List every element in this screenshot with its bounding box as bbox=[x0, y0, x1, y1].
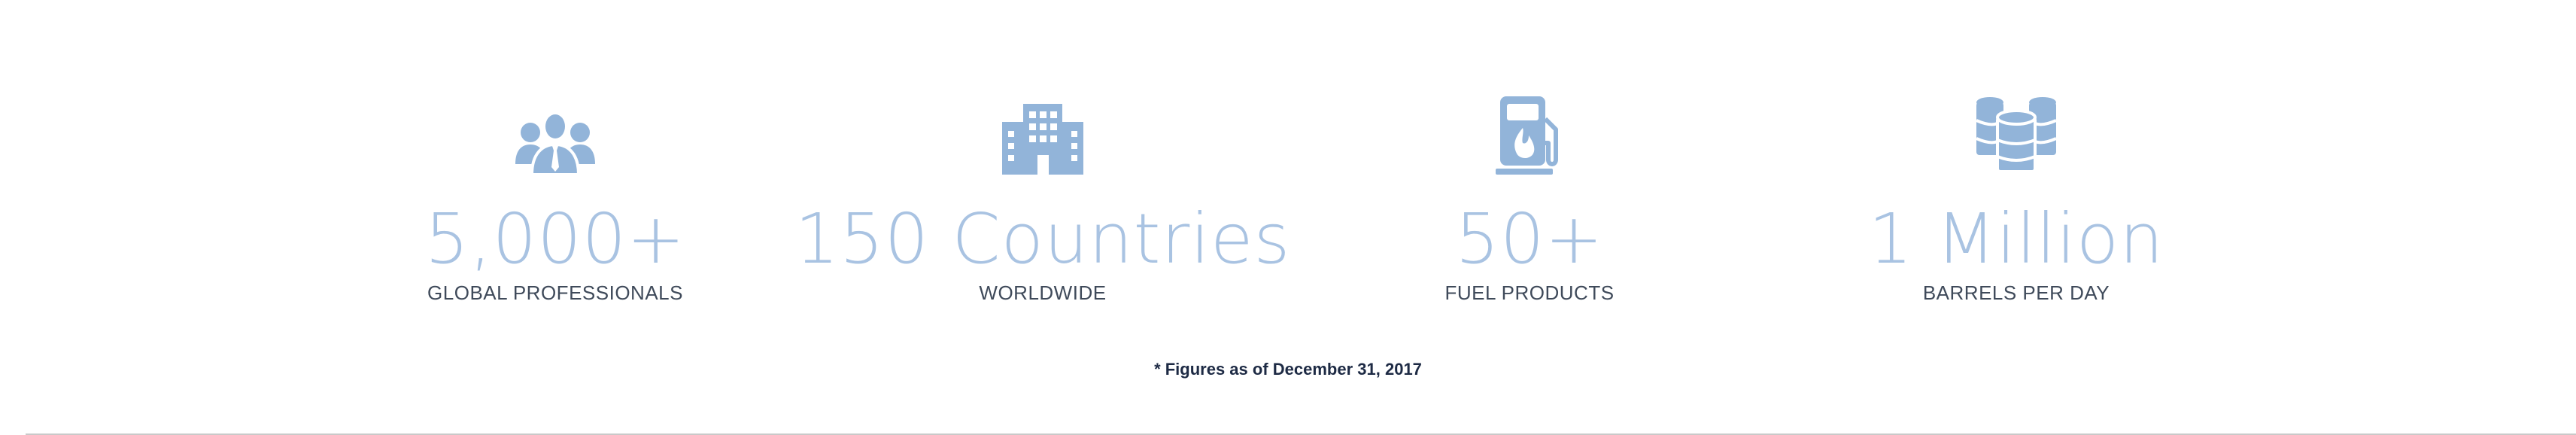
stats-row: 5,000+ GLOBAL PROFESSIONALS bbox=[0, 90, 2576, 316]
people-group-icon bbox=[292, 90, 819, 175]
stat-value: 150 Countries bbox=[794, 199, 1291, 279]
stat-barrels-per-day: 1 Million BARRELS PER DAY bbox=[1753, 90, 2280, 304]
fuel-pump-icon bbox=[1266, 90, 1793, 175]
oil-barrels-icon bbox=[1753, 90, 2280, 175]
stat-label: FUEL PRODUCTS bbox=[1444, 281, 1615, 304]
stat-label: BARRELS PER DAY bbox=[1922, 281, 2110, 304]
stat-value: 5,000+ bbox=[424, 199, 686, 279]
office-building-icon bbox=[779, 90, 1306, 175]
stat-label: GLOBAL PROFESSIONALS bbox=[427, 281, 683, 304]
stat-global-professionals: 5,000+ GLOBAL PROFESSIONALS bbox=[292, 90, 819, 304]
stat-value: 50+ bbox=[1455, 199, 1604, 279]
section-divider bbox=[26, 433, 2576, 435]
stat-fuel-products: 50+ FUEL PRODUCTS bbox=[1266, 90, 1793, 304]
figures-footnote: * Figures as of December 31, 2017 bbox=[1154, 360, 1422, 379]
stat-value: 1 Million bbox=[1868, 199, 2164, 279]
stat-countries: 150 Countries WORLDWIDE bbox=[779, 90, 1306, 304]
stat-label: WORLDWIDE bbox=[979, 281, 1107, 304]
